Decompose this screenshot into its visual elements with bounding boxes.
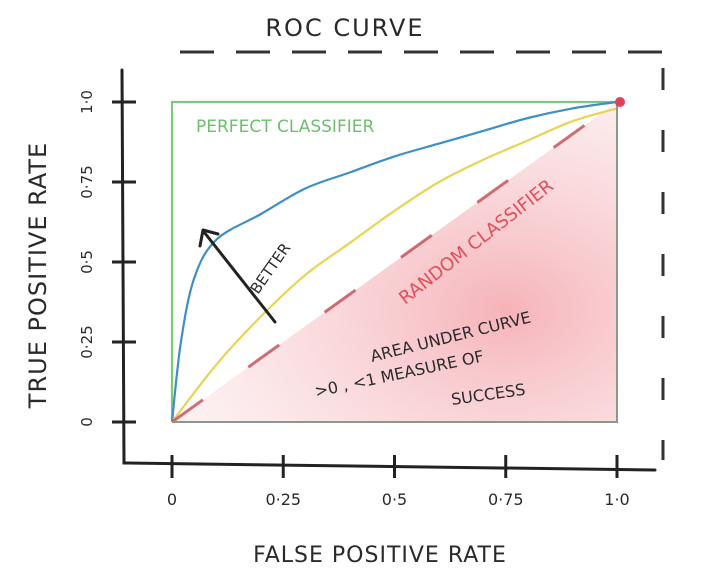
y-tick-label: 0·75 <box>78 165 96 198</box>
classifier-curve <box>171 107 618 423</box>
x-tick-label: 0·5 <box>382 490 407 509</box>
x-tick-label: 0·75 <box>488 490 524 509</box>
x-axis-label: FALSE POSITIVE RATE <box>253 543 507 568</box>
y-tick-label: 0·25 <box>78 325 96 358</box>
endpoint-marker <box>615 97 625 107</box>
perfect-classifier-label: PERFECT CLASSIFIER <box>196 117 374 137</box>
x-tick-label: 1·0 <box>604 490 629 509</box>
better-classifier-curve <box>170 100 618 423</box>
y-tick-label: 0·5 <box>78 250 96 274</box>
better-arrowhead <box>198 228 220 248</box>
axes <box>120 68 657 472</box>
y-tick-label: 1·0 <box>78 90 96 114</box>
plot-frame <box>172 102 618 423</box>
x-tick-label: 0·25 <box>265 490 301 509</box>
perfect-classifier-line <box>170 100 617 422</box>
y-axis-label: TRUE POSITIVE RATE <box>24 142 52 409</box>
x-tick-label: 0 <box>167 490 177 509</box>
chart-title: ROC CURVE <box>265 14 424 42</box>
y-tick-label: 0 <box>78 417 96 427</box>
better-label: BETTER <box>247 240 295 298</box>
better-arrow <box>202 230 277 324</box>
